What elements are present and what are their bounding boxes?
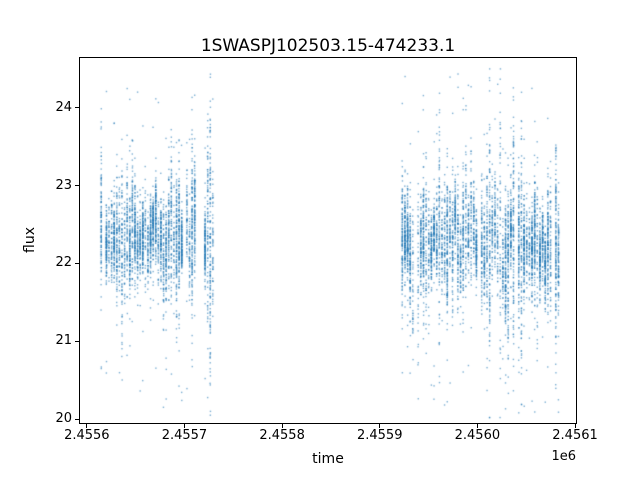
x-tick-label: 2.4556 [64, 428, 110, 443]
x-axis-label: time [312, 451, 344, 467]
x-tick-label: 2.4558 [259, 428, 305, 443]
y-tick-mark [75, 185, 79, 187]
y-tick-label: 20 [55, 411, 72, 427]
y-axis-label: flux [22, 227, 38, 253]
x-tick-label: 2.4561 [552, 428, 598, 443]
y-tick-mark [75, 262, 79, 264]
scatter-points-canvas [80, 58, 576, 423]
y-tick-label: 24 [55, 99, 72, 115]
y-tick-mark [75, 418, 79, 420]
y-tick-label: 22 [55, 255, 72, 271]
y-tick-label: 23 [55, 177, 72, 193]
x-tick-mark [574, 424, 576, 428]
plot-title: 1SWASPJ102503.15-474233.1 [200, 36, 456, 56]
y-tick-mark [75, 107, 79, 109]
y-tick-label: 21 [55, 333, 72, 349]
x-tick-label: 2.4559 [356, 428, 403, 443]
x-tick-mark [476, 424, 478, 428]
x-tick-mark [281, 424, 283, 428]
x-tick-mark [86, 424, 88, 428]
x-tick-label: 2.4557 [161, 428, 208, 443]
plot-area [79, 57, 577, 424]
x-tick-label: 2.4560 [454, 428, 501, 443]
y-tick-mark [75, 340, 79, 342]
x-tick-mark [183, 424, 185, 428]
x-tick-mark [379, 424, 381, 428]
x-axis-offset-text: 1e6 [551, 449, 576, 464]
